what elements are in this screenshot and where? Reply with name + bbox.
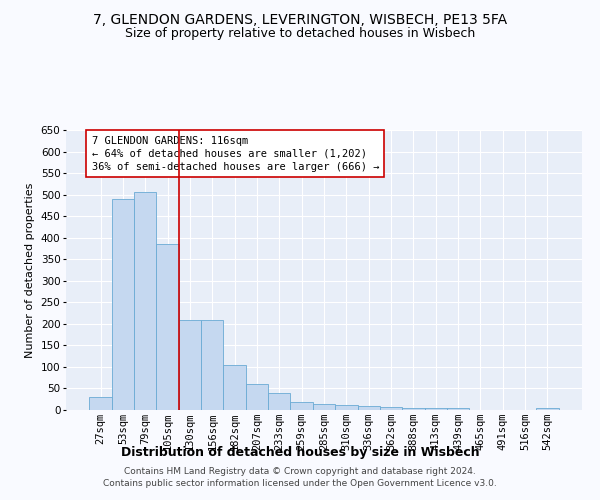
Bar (223, 365, 246, 410)
Bar (402, 408, 425, 410)
Bar (89, 397, 112, 410)
Bar (201, 320, 223, 410)
Bar (179, 320, 201, 410)
Text: 7 GLENDON GARDENS: 116sqm
← 64% of detached houses are smaller (1,202)
36% of se: 7 GLENDON GARDENS: 116sqm ← 64% of detac… (92, 136, 379, 172)
Bar (313, 404, 335, 410)
Bar (268, 393, 290, 410)
Text: Distribution of detached houses by size in Wisbech: Distribution of detached houses by size … (121, 446, 479, 459)
Bar (112, 199, 134, 410)
Text: 7, GLENDON GARDENS, LEVERINGTON, WISBECH, PE13 5FA: 7, GLENDON GARDENS, LEVERINGTON, WISBECH… (93, 12, 507, 26)
Text: Size of property relative to detached houses in Wisbech: Size of property relative to detached ho… (125, 28, 475, 40)
Bar (335, 405, 358, 410)
Bar (380, 406, 402, 410)
Bar (536, 408, 559, 410)
Text: Contains HM Land Registry data © Crown copyright and database right 2024.
Contai: Contains HM Land Registry data © Crown c… (103, 466, 497, 487)
Bar (425, 408, 447, 410)
Bar (358, 406, 380, 410)
Y-axis label: Number of detached properties: Number of detached properties (25, 182, 35, 358)
Bar (134, 192, 157, 410)
Bar (447, 408, 469, 410)
Bar (157, 244, 179, 410)
Bar (290, 402, 313, 410)
Bar (246, 384, 268, 410)
